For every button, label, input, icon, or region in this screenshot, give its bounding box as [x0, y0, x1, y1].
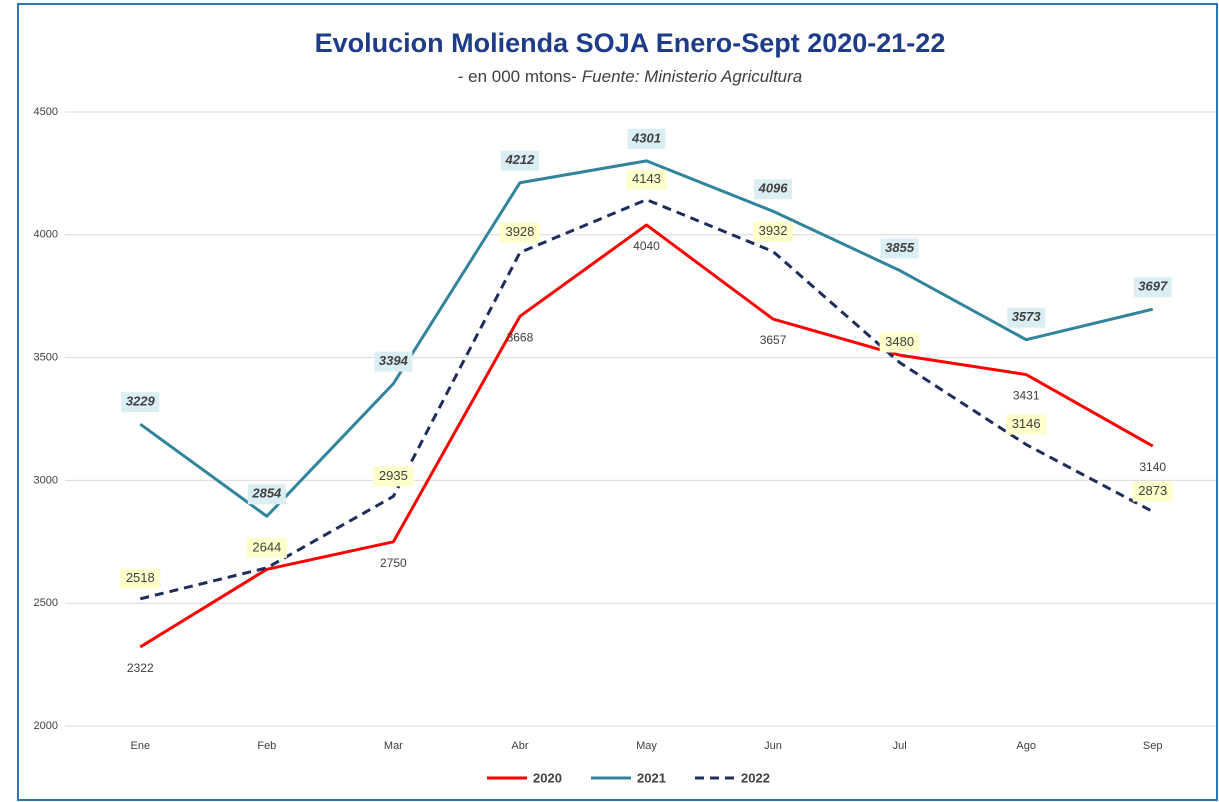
x-tick-label: Ene	[130, 740, 150, 752]
data-label: 3394	[379, 353, 409, 368]
data-label-bg	[754, 179, 793, 200]
x-tick-label: Jun	[764, 740, 782, 752]
data-label-bg	[121, 392, 160, 413]
data-label-bg	[1133, 277, 1172, 298]
data-label-bg	[247, 484, 286, 505]
series-line	[139, 159, 1154, 518]
data-label: 2322	[127, 661, 154, 675]
chart-title: Evolucion Molienda SOJA Enero-Sept 2020-…	[315, 28, 946, 58]
legend-label: 2020	[533, 770, 562, 785]
source: Fuente: Ministerio Agricultura	[582, 67, 802, 86]
data-label-bg	[120, 568, 161, 589]
data-label: 2873	[1138, 483, 1167, 498]
data-label-bg	[1006, 414, 1047, 435]
data-label-bg	[626, 169, 667, 190]
chart-border	[17, 3, 1218, 801]
x-tick-label: Mar	[384, 740, 403, 752]
legend-label: 2021	[637, 770, 666, 785]
data-label: 3573	[1012, 309, 1042, 324]
data-label: 2644	[252, 539, 281, 554]
y-tick-label: 3500	[34, 352, 58, 364]
subtitle: - en 000 mtons-	[458, 67, 577, 86]
y-tick-label: 4000	[34, 229, 58, 241]
legend-label: 2022	[741, 770, 770, 785]
data-label-bg	[1132, 481, 1173, 502]
data-label: 3140	[1139, 460, 1166, 474]
data-label-bg	[1007, 307, 1046, 328]
y-tick-label: 2000	[34, 720, 58, 732]
x-tick-label: Jul	[893, 740, 907, 752]
data-label: 2935	[379, 468, 408, 483]
chart-subtitle: - en 000 mtons- Fuente: Ministerio Agricu…	[458, 67, 803, 86]
data-label: 3928	[505, 224, 534, 239]
data-label-bg	[499, 222, 540, 243]
data-label: 3932	[759, 223, 788, 238]
y-tick-label: 2500	[34, 597, 58, 609]
data-label: 4096	[758, 181, 789, 196]
data-label-bg	[246, 537, 287, 558]
data-label: 4040	[633, 239, 660, 253]
data-label-bg	[879, 332, 920, 353]
data-label: 3431	[1013, 389, 1040, 403]
data-label: 4301	[631, 130, 661, 145]
data-label: 3657	[760, 333, 787, 347]
data-label-bg	[500, 150, 539, 171]
data-label-bg	[374, 351, 413, 372]
data-label: 3855	[885, 240, 915, 255]
data-label-bg	[880, 238, 919, 259]
data-label-bg	[627, 128, 666, 149]
series-line	[139, 223, 1154, 649]
x-tick-label: Feb	[257, 740, 276, 752]
data-label-bg	[373, 466, 414, 487]
data-label: 2518	[126, 570, 155, 585]
y-tick-label: 3000	[34, 474, 58, 486]
x-tick-label: May	[636, 740, 657, 752]
data-label: 2750	[380, 556, 407, 570]
data-label: 2854	[251, 486, 282, 501]
data-label: 4212	[504, 152, 535, 167]
x-tick-label: Ago	[1016, 740, 1036, 752]
x-tick-label: Abr	[511, 740, 528, 752]
x-tick-label: Sep	[1143, 740, 1163, 752]
data-label-bg	[753, 221, 794, 242]
y-tick-label: 4500	[34, 106, 58, 118]
data-label: 4143	[632, 171, 661, 186]
data-label: 3480	[885, 334, 914, 349]
data-label: 3229	[126, 394, 156, 409]
data-label: 3697	[1138, 279, 1168, 294]
data-label: 3668	[507, 331, 534, 345]
data-label: 3146	[1012, 416, 1041, 431]
